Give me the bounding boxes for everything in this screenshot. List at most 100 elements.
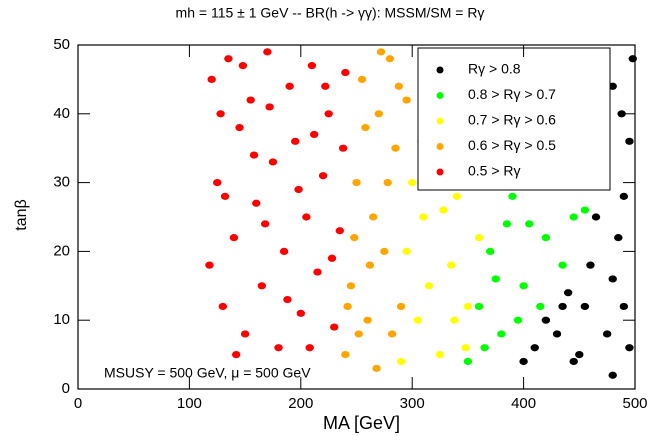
point [580,302,590,311]
point [220,192,230,200]
point [461,344,470,352]
x-tick-label: 400 [511,395,536,412]
point [580,206,590,214]
point [536,302,545,311]
point [309,130,319,139]
point [383,179,392,187]
point [485,247,495,255]
point [338,144,348,152]
point [446,261,456,269]
point [463,357,473,366]
point [307,62,317,70]
y-axis-label: tanβ [13,199,30,230]
point [519,282,528,290]
x-tick-label: 0 [74,395,82,412]
point [346,282,356,290]
point [608,371,617,379]
legend-label: Rγ > 0.8 [468,61,521,77]
point [321,82,330,90]
point [508,192,517,200]
point [413,316,422,324]
y-tick-label: 0 [62,380,70,397]
point [372,364,381,372]
point [402,247,411,255]
point [435,351,445,359]
point [558,302,567,311]
point [524,220,534,228]
point [376,48,386,56]
point [374,110,383,118]
point [586,261,595,269]
point [229,234,239,242]
point [608,82,617,90]
legend-label: 0.8 > Rγ > 0.7 [468,86,556,102]
point [302,213,311,221]
point [291,137,300,145]
point [285,82,294,90]
point [354,330,363,338]
point [450,316,459,324]
point [558,261,567,269]
point [569,357,578,366]
point [387,330,397,338]
chart-title: mh = 115 ± 1 GeV -- BR(h -> γγ): MSSM/SM… [176,5,485,21]
point [563,289,573,297]
x-axis-label: MA [GeV] [323,413,400,433]
point [305,344,314,352]
point [480,344,489,352]
point [238,62,248,70]
y-tick-label: 10 [53,311,70,328]
x-tick-label: 500 [622,395,647,412]
point [591,213,601,221]
point [249,151,259,159]
point [213,179,222,187]
point [391,144,400,152]
point [619,302,629,311]
point [283,295,292,304]
legend-marker [436,66,444,74]
point [396,302,406,311]
point [318,172,328,180]
point [257,282,267,290]
point [205,261,214,269]
point [385,55,395,63]
point [265,103,274,111]
point [352,179,361,187]
y-tick-label: 30 [53,174,70,191]
point [614,234,623,242]
point [231,351,241,359]
legend-marker [436,168,444,176]
point [335,227,344,235]
point [439,206,448,214]
point [394,82,404,90]
point [396,357,406,366]
legend-label: 0.5 > Rγ [468,163,521,179]
point [625,344,634,352]
point [313,268,322,276]
point [619,192,629,200]
point [235,123,244,132]
point [474,302,484,311]
point [279,247,289,255]
point [530,344,539,352]
point [380,247,389,255]
point [402,96,411,104]
point [294,185,303,194]
point [519,357,528,366]
point [341,68,350,77]
point [224,55,233,63]
point [330,323,339,331]
y-tick-label: 20 [53,242,70,259]
y-tick-label: 40 [53,105,70,122]
point [408,179,417,187]
point [513,316,523,324]
point [252,199,261,207]
point [363,316,372,324]
point [341,351,350,359]
point [274,344,283,352]
point [625,137,634,145]
point [497,330,506,338]
point [260,220,270,228]
point [617,110,626,118]
point [608,275,617,283]
